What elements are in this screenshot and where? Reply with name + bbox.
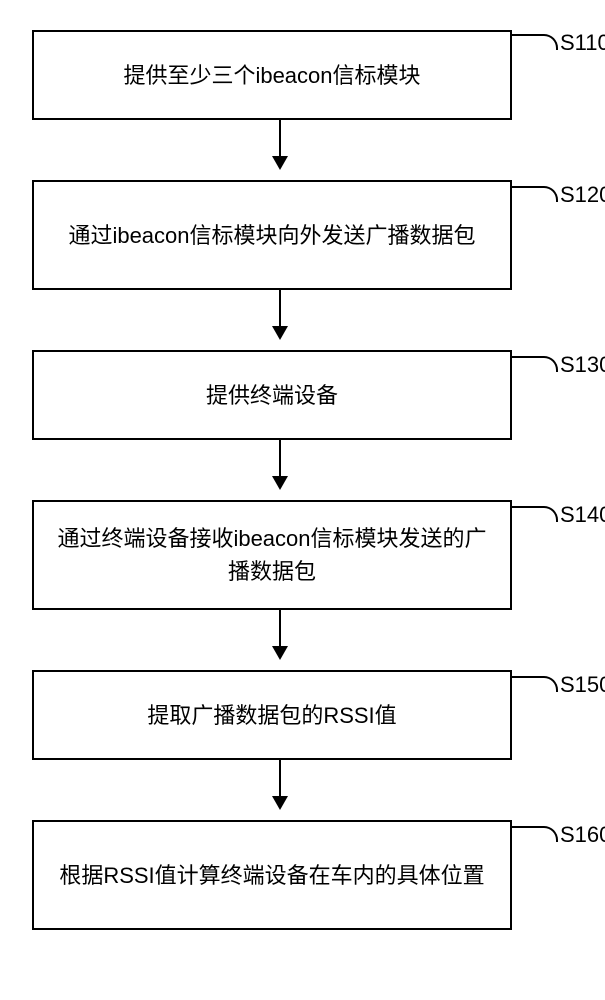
- connector-curve: [510, 826, 558, 842]
- arrow-head-icon: [272, 156, 288, 170]
- step-label-s130: S130: [560, 352, 605, 378]
- arrow-head-icon: [272, 796, 288, 810]
- flow-arrow: [272, 440, 288, 490]
- arrow-line: [279, 760, 281, 796]
- connector-curve: [510, 186, 558, 202]
- step-text: 提取广播数据包的RSSI值: [147, 699, 396, 732]
- arrow-head-icon: [272, 326, 288, 340]
- flowchart-step-s130: 提供终端设备: [32, 350, 512, 440]
- arrow-line: [279, 120, 281, 156]
- step-text: 提供至少三个ibeacon信标模块: [123, 59, 420, 92]
- connector-curve: [510, 356, 558, 372]
- step-text: 提供终端设备: [206, 379, 338, 412]
- flowchart-step-s110: 提供至少三个ibeacon信标模块: [32, 30, 512, 120]
- step-label-s160: S160: [560, 822, 605, 848]
- flow-arrow: [272, 760, 288, 810]
- connector-curve: [510, 676, 558, 692]
- step-text: 根据RSSI值计算终端设备在车内的具体位置: [59, 859, 484, 892]
- flowchart-step-s140: 通过终端设备接收ibeacon信标模块发送的广播数据包: [32, 500, 512, 610]
- flow-arrow: [272, 290, 288, 340]
- step-label-s110: S110: [560, 30, 605, 56]
- arrow-head-icon: [272, 646, 288, 660]
- flow-arrow: [272, 120, 288, 170]
- arrow-head-icon: [272, 476, 288, 490]
- arrow-line: [279, 440, 281, 476]
- step-label-s140: S140: [560, 502, 605, 528]
- flowchart-step-s160: 根据RSSI值计算终端设备在车内的具体位置: [32, 820, 512, 930]
- flowchart-container: 提供至少三个ibeacon信标模块 S110 通过ibeacon信标模块向外发送广播…: [0, 0, 605, 1000]
- flowchart-step-s150: 提取广播数据包的RSSI值: [32, 670, 512, 760]
- connector-curve: [510, 506, 558, 522]
- connector-curve: [510, 34, 558, 50]
- arrow-line: [279, 290, 281, 326]
- step-text: 通过ibeacon信标模块向外发送广播数据包: [68, 219, 475, 252]
- flowchart-step-s120: 通过ibeacon信标模块向外发送广播数据包: [32, 180, 512, 290]
- flow-arrow: [272, 610, 288, 660]
- arrow-line: [279, 610, 281, 646]
- step-label-s120: S120: [560, 182, 605, 208]
- step-label-s150: S150: [560, 672, 605, 698]
- step-text: 通过终端设备接收ibeacon信标模块发送的广播数据包: [54, 522, 490, 588]
